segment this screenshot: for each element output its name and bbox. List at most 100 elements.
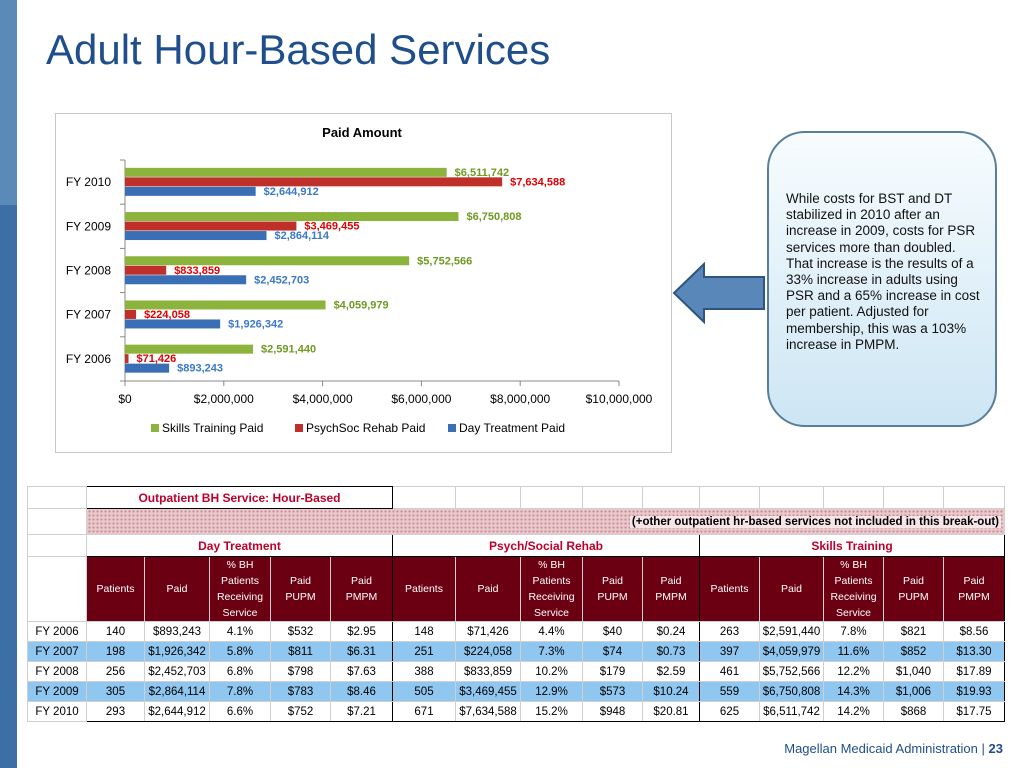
table-cell: $224,058 xyxy=(455,641,521,662)
column-header: Paid PUPM xyxy=(270,556,331,622)
x-tick-label: $4,000,000 xyxy=(293,392,353,406)
table-cell: $2.59 xyxy=(642,661,700,682)
commentary-callout: While costs for BST and DT stabilized in… xyxy=(767,131,997,427)
table-cell: $40 xyxy=(582,621,643,642)
table-cell: 15.2% xyxy=(520,701,583,722)
column-header-line: Paid xyxy=(902,575,924,587)
table-cell: 14.3% xyxy=(823,681,884,702)
table-cell: 4.1% xyxy=(209,621,271,642)
bar xyxy=(125,354,129,364)
data-label: $3,469,455 xyxy=(304,221,359,233)
table-cell: $19.93 xyxy=(943,681,1005,702)
column-header-line: Service xyxy=(835,607,871,619)
table-cell: $2.95 xyxy=(330,621,393,642)
column-header-line: % BH xyxy=(538,559,565,571)
bar xyxy=(125,167,447,177)
table-cell: $821 xyxy=(883,621,944,642)
bar xyxy=(125,363,170,373)
column-header-line: PUPM xyxy=(597,591,628,603)
column-header-line: % BH xyxy=(840,559,867,571)
data-label: $833,859 xyxy=(174,265,220,277)
table-cell: 14.2% xyxy=(823,701,884,722)
column-header: Paid PMPM xyxy=(330,556,393,622)
x-tick-label: $0 xyxy=(118,392,132,406)
left-accent-bar-bottom xyxy=(0,205,17,768)
data-label: $224,058 xyxy=(144,309,190,321)
table-row: FY 2010 293 $2,644,912 6.6% $752 $7.21 671 $7,6… xyxy=(27,701,1005,722)
column-header: % BH Patients Receiving Service xyxy=(823,556,884,622)
table-cell: 10.2% xyxy=(520,661,583,682)
table-cell: $2,452,703 xyxy=(144,661,210,682)
x-tick-label: $6,000,000 xyxy=(391,392,451,406)
column-header-line: PMPM xyxy=(345,591,378,603)
bar xyxy=(125,300,326,310)
table-cell: $8.56 xyxy=(943,621,1005,642)
table-cell: $2,864,114 xyxy=(144,681,210,702)
column-header-line: Receiving xyxy=(216,591,264,603)
column-header-line: PMPM xyxy=(958,591,990,603)
table-cell: $10.24 xyxy=(642,681,700,702)
column-header-line: Paid xyxy=(601,575,623,587)
bar xyxy=(125,309,137,319)
table-cell: 198 xyxy=(86,641,145,662)
column-header: Paid xyxy=(144,556,210,622)
data-label: $6,750,808 xyxy=(466,211,521,223)
table-cell: $13.30 xyxy=(943,641,1005,662)
table-cell: 5.8% xyxy=(209,641,271,662)
table-cell: $74 xyxy=(582,641,643,662)
table-cell: $852 xyxy=(883,641,944,662)
table-cell: 12.2% xyxy=(823,661,884,682)
column-header-line: Paid xyxy=(350,575,372,587)
footer-separator: | xyxy=(981,741,985,756)
data-label: $5,752,566 xyxy=(417,255,472,267)
column-header-line: Patients xyxy=(532,575,571,587)
y-category-label: FY 2009 xyxy=(66,219,111,233)
table-cell: $7,634,588 xyxy=(455,701,521,722)
column-header-line: Service xyxy=(222,607,258,619)
column-header: % BH Patients Receiving Service xyxy=(520,556,583,622)
table-cell: 263 xyxy=(699,621,760,642)
footer: Magellan Medicaid Administration | 23 xyxy=(784,741,1003,756)
table-cell: $2,644,912 xyxy=(144,701,210,722)
column-header: % BH Patients Receiving Service xyxy=(209,556,271,622)
column-header-line: PUPM xyxy=(285,591,316,603)
table-cell: $3,469,455 xyxy=(455,681,521,702)
corner-cell xyxy=(27,486,87,509)
column-header-line: Service xyxy=(533,607,569,619)
left-arrow-icon xyxy=(672,262,765,324)
corner-cell xyxy=(27,534,87,557)
legend-label: Day Treatment Paid xyxy=(459,421,565,435)
table-cell: 6.8% xyxy=(209,661,271,682)
table-cell: $0.24 xyxy=(642,621,700,642)
corner-cell xyxy=(27,508,87,535)
data-label: $2,864,114 xyxy=(274,230,329,242)
column-header: Paid PMPM xyxy=(943,556,1005,622)
table-cell: $868 xyxy=(883,701,944,722)
table-cell: 4.4% xyxy=(520,621,583,642)
bar xyxy=(125,212,459,222)
chart-svg: Paid Amount $0 $2,000,000 $4,000,000 $6,000… xyxy=(66,125,653,435)
column-header-line: PMPM xyxy=(655,591,687,603)
page-title: Adult Hour-Based Services xyxy=(46,26,551,73)
column-header-line: % BH xyxy=(226,559,254,571)
footer-org: Magellan Medicaid Administration xyxy=(784,741,978,756)
table-note: (+other outpatient hr-based services not… xyxy=(86,508,1005,535)
table-cell: 388 xyxy=(392,661,456,682)
page-number: 23 xyxy=(988,741,1003,756)
table-cell: $811 xyxy=(270,641,331,662)
bar xyxy=(125,319,221,329)
table-cell: 397 xyxy=(699,641,760,662)
table-cell: $7.21 xyxy=(330,701,393,722)
column-header-line: PUPM xyxy=(898,591,929,603)
row-year-label: FY 2008 xyxy=(27,661,87,682)
y-category-label: FY 2007 xyxy=(66,308,111,322)
table-cell: 7.8% xyxy=(209,681,271,702)
data-label: $2,591,440 xyxy=(261,344,316,356)
column-header: Paid PUPM xyxy=(582,556,643,622)
table-cell: 7.3% xyxy=(520,641,583,662)
bar xyxy=(125,344,254,354)
column-header: Patients xyxy=(86,556,145,622)
table-cell: 6.6% xyxy=(209,701,271,722)
table-cell: $179 xyxy=(582,661,643,682)
table-cell: $71,426 xyxy=(455,621,521,642)
